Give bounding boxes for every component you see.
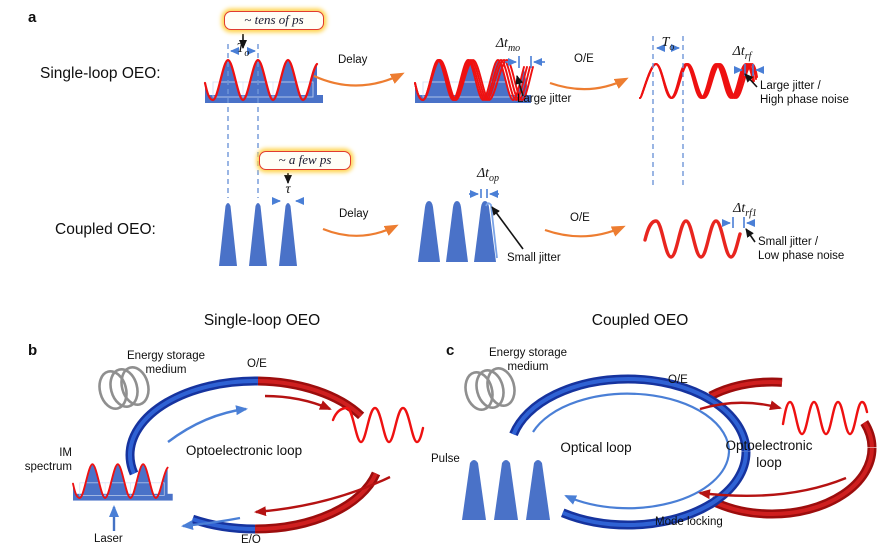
oeo-waveform-jittered — [414, 59, 534, 103]
oe-label: O/E — [570, 212, 590, 224]
process-arrows — [313, 72, 629, 238]
loop-direction-arrow — [181, 516, 241, 531]
pulse-train-delayed — [418, 201, 498, 262]
large-jitter-note: Large jitter — [517, 93, 572, 105]
mode-locking-label: Mode locking — [655, 516, 723, 528]
eo-node-label: E/O — [241, 534, 261, 546]
pulse-label: Pulse — [431, 453, 460, 465]
rf-sine-jittered — [639, 62, 758, 100]
laser-label: Laser — [94, 533, 123, 545]
jitter-measure-dtop: Δtop — [476, 166, 500, 184]
loop-direction-arrow — [167, 405, 248, 443]
single-loop-oeo-diagram — [72, 366, 425, 534]
dashed-reference-lines — [227, 36, 684, 198]
energy-storage-coil-icon — [464, 367, 516, 411]
timescale-callout-tens-ps: ~ tens of ps — [224, 11, 324, 30]
optical-loop-inner-line — [532, 392, 731, 453]
panel-c-title: Coupled OEO — [591, 312, 689, 329]
small-jitter-note: Small jitter — [507, 252, 561, 264]
pulse-train-clean — [219, 203, 297, 266]
im-spectrum-label: IM spectrum — [24, 447, 72, 474]
low-phase-noise-note: Small jitter / Low phase noise — [758, 236, 845, 263]
rf-sine-output — [331, 406, 425, 444]
im-spectrum-waveform — [72, 463, 174, 502]
period-label-to: To — [236, 41, 250, 59]
oeo-waveform-clean — [203, 58, 325, 105]
oe-node-label: O/E — [247, 358, 267, 370]
jitter-measure-dtrf: Δtrf — [732, 44, 752, 62]
delay-label: Delay — [339, 208, 369, 220]
panel-b-title: Single-loop OEO — [203, 312, 321, 329]
loop-direction-arrow — [264, 394, 332, 411]
panel-label-c: c — [446, 342, 455, 359]
energy-storage-label: Energy storage medium — [127, 350, 205, 377]
period-label-to-rf: To — [661, 35, 675, 53]
row-title-coupled: Coupled OEO: — [55, 221, 156, 238]
optical-loop-inner-line — [564, 451, 731, 510]
delay-label: Delay — [338, 54, 368, 66]
optoelectronic-loop-label: Optoelectronic loop — [725, 438, 813, 470]
loop-direction-arrow — [699, 400, 782, 411]
jitter-measure-dtmo: Δtmo — [495, 36, 521, 54]
high-phase-noise-note: Large jitter / High phase noise — [760, 80, 849, 107]
rf-sine-clean — [643, 219, 742, 259]
period-label-tau: τ — [285, 182, 291, 197]
timescale-callout-few-ps: ~ a few ps — [259, 151, 351, 170]
optical-loop-label: Optical loop — [560, 440, 632, 455]
panel-a-graphics — [203, 34, 764, 266]
annotation-arrows — [239, 34, 758, 250]
pulse-train — [462, 460, 550, 520]
oe-label: O/E — [574, 53, 594, 65]
energy-storage-coil-icon — [98, 366, 150, 410]
panel-label-b: b — [28, 342, 38, 359]
optoelectronic-loop-label: Optoelectronic loop — [185, 443, 303, 458]
loop-direction-arrow — [698, 476, 847, 500]
panel-label-a: a — [28, 9, 37, 26]
energy-storage-label: Energy storage medium — [489, 347, 567, 374]
jitter-measure-dtrf1: Δtrf1 — [733, 201, 757, 219]
row-title-single-loop: Single-loop OEO: — [40, 65, 161, 82]
coupled-oeo-diagram — [462, 367, 877, 530]
rf-sine-output — [781, 400, 869, 436]
oe-node-label: O/E — [668, 374, 688, 386]
loop-direction-arrow — [254, 475, 391, 517]
